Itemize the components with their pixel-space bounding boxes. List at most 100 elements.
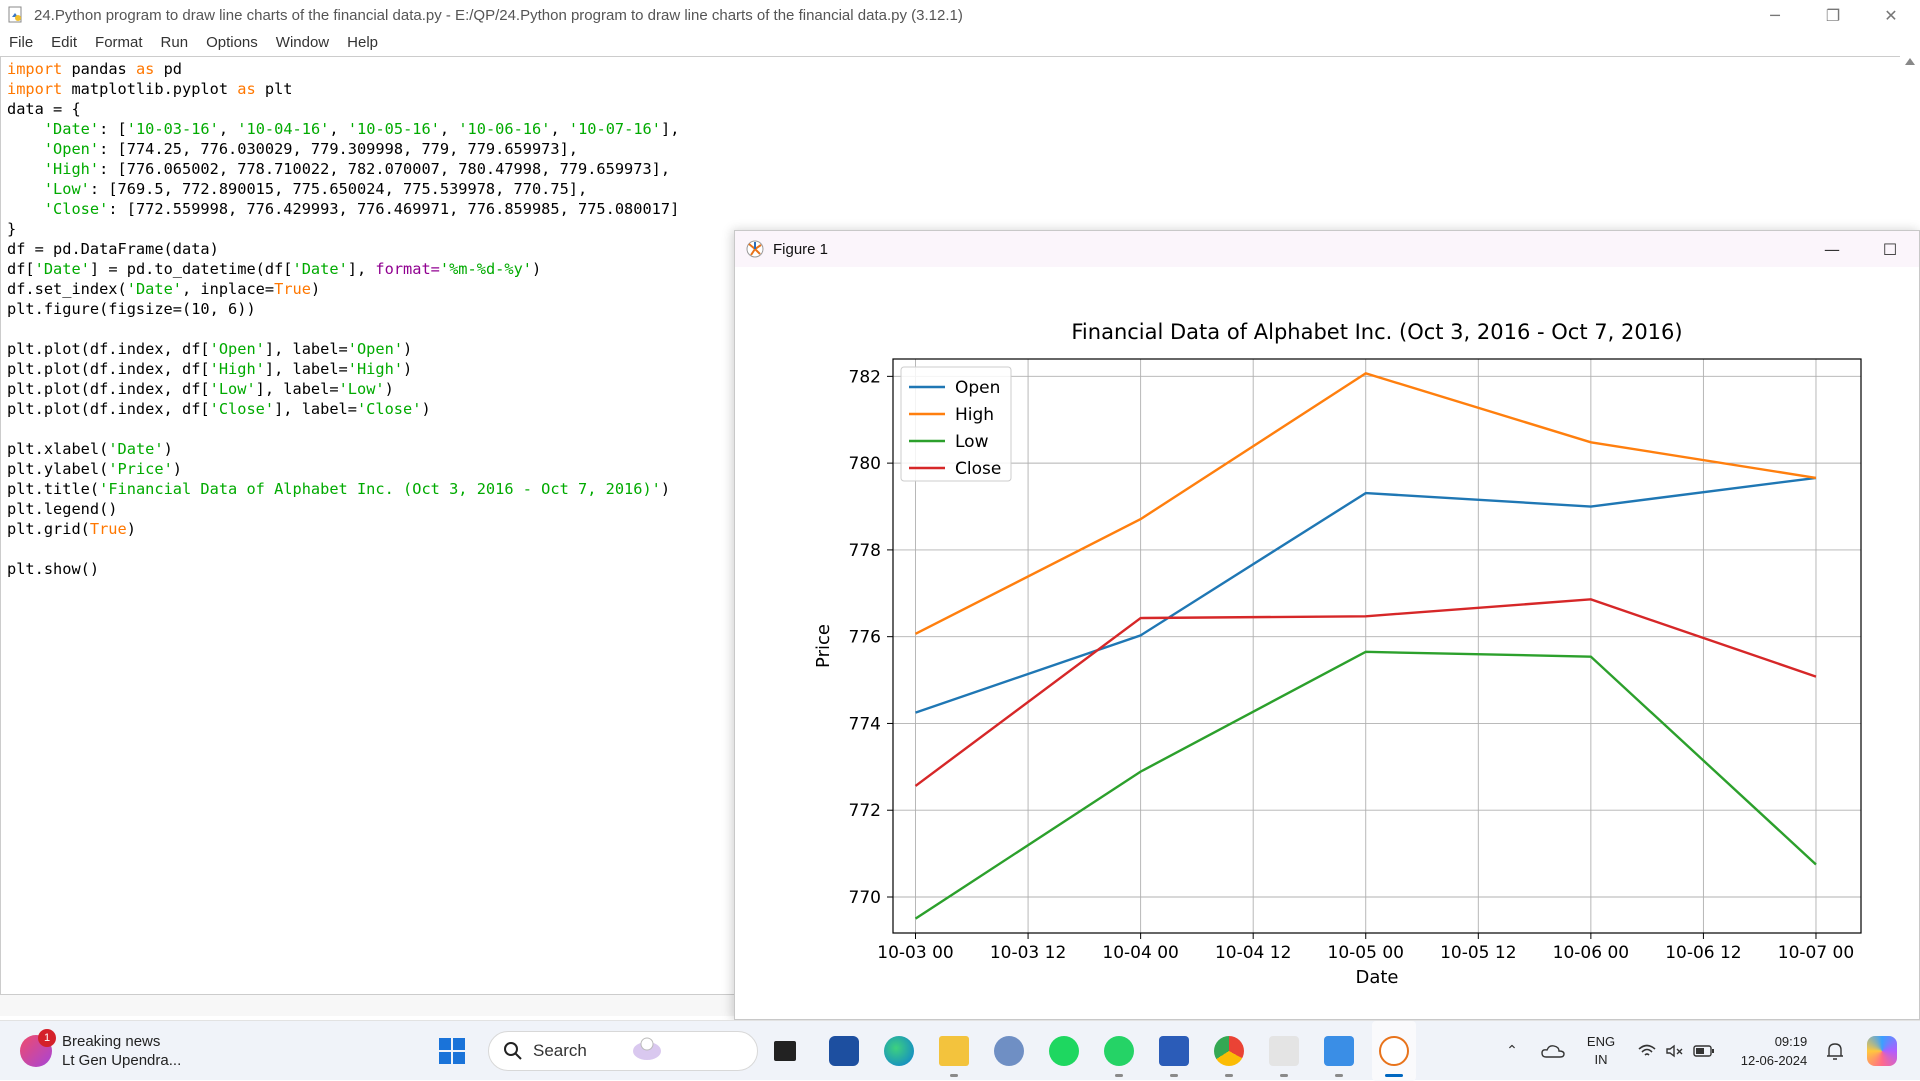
taskbar-file-explorer[interactable] — [937, 1021, 971, 1081]
menu-format[interactable]: Format — [95, 33, 143, 51]
figure-minimize-button[interactable]: — — [1824, 239, 1840, 259]
running-indicator — [1225, 1074, 1233, 1077]
code-text[interactable]: import pandas as pd import matplotlib.pyp… — [7, 59, 679, 579]
code-line — [7, 419, 679, 439]
taskbar-word[interactable] — [1157, 1021, 1191, 1081]
running-indicator — [950, 1074, 958, 1077]
battery-icon — [1693, 1045, 1714, 1057]
chrome-icon — [1214, 1036, 1244, 1066]
menu-edit[interactable]: Edit — [51, 33, 78, 51]
x-axis-label: Date — [1355, 967, 1398, 988]
search-label: Search — [533, 1041, 587, 1060]
code-line: plt.plot(df.index, df['High'], label='Hi… — [7, 359, 679, 379]
code-token — [7, 200, 44, 218]
code-token: 'Financial Data of Alphabet Inc. (Oct 3,… — [99, 480, 661, 498]
x-tick-label: 10-05 00 — [1328, 943, 1404, 963]
news-title: Breaking news — [62, 1033, 161, 1050]
code-token: True — [89, 520, 127, 538]
copilot-button[interactable] — [1862, 1021, 1902, 1081]
code-token: 'Low' — [338, 380, 385, 398]
code-token: plt.legend() — [7, 500, 118, 518]
code-token: ) — [163, 440, 173, 458]
code-line: plt.plot(df.index, df['Low'], label='Low… — [7, 379, 679, 399]
code-token: 'Date' — [34, 260, 90, 278]
code-token: 'Price' — [108, 460, 173, 478]
code-token: import — [7, 60, 63, 78]
store-icon — [829, 1036, 859, 1066]
code-line: 'Open': [774.25, 776.030029, 779.309998,… — [7, 139, 679, 159]
taskbar-notepad[interactable] — [1322, 1021, 1356, 1081]
code-token: ) — [310, 280, 321, 298]
code-token — [7, 180, 44, 198]
bell-icon — [1827, 1043, 1843, 1060]
code-token: ], label= — [264, 360, 348, 378]
close-button[interactable]: ✕ — [1884, 5, 1898, 25]
taskbar-spotify[interactable] — [1047, 1021, 1081, 1081]
code-token: format= — [375, 260, 440, 278]
code-token — [7, 140, 44, 158]
code-token: as — [135, 60, 155, 78]
news-icon: 1 — [20, 1029, 56, 1067]
code-token: 'Close' — [209, 400, 275, 418]
code-token: ] = pd.to_datetime(df[ — [89, 260, 293, 278]
menu-window[interactable]: Window — [275, 33, 330, 51]
clock[interactable]: 09:19 12-06-2024 — [1734, 1021, 1814, 1081]
scroll-up-arrow-icon[interactable] — [1905, 58, 1915, 65]
x-tick-label: 10-04 00 — [1102, 943, 1178, 963]
python-idle-icon — [1269, 1036, 1299, 1066]
legend-label: Close — [955, 459, 1001, 479]
menu-file[interactable]: File — [9, 33, 34, 51]
code-line: plt.plot(df.index, df['Close'], label='C… — [7, 399, 679, 419]
taskbar-chrome[interactable] — [1212, 1021, 1246, 1081]
taskbar-edge[interactable] — [882, 1021, 916, 1081]
taskbar-store[interactable] — [827, 1021, 861, 1081]
taskbar-whatsapp[interactable] — [1102, 1021, 1136, 1081]
calculator-app-icon — [994, 1036, 1024, 1066]
taskbar-matplotlib[interactable] — [1372, 1021, 1416, 1081]
code-token: ) — [126, 520, 136, 538]
series-line-close — [914, 598, 1817, 787]
whatsapp-icon — [1104, 1036, 1134, 1066]
idle-file-icon — [8, 6, 22, 23]
code-line: df = pd.DataFrame(data) — [7, 239, 679, 259]
news-widget[interactable]: 1 Breaking news Lt Gen Upendra... — [20, 1021, 220, 1081]
running-indicator — [1115, 1074, 1123, 1077]
running-indicator — [1335, 1074, 1343, 1077]
figure-maximize-button[interactable]: ☐ — [1882, 239, 1898, 259]
code-token: ], — [660, 120, 680, 138]
figure-window[interactable]: Figure 1 — ☐ Financial Data of Alphabet … — [734, 230, 1920, 1020]
taskbar-app[interactable] — [992, 1021, 1026, 1081]
menu-options[interactable]: Options — [206, 33, 258, 51]
search-icon — [504, 1042, 522, 1060]
code-line: plt.plot(df.index, df['Open'], label='Op… — [7, 339, 679, 359]
menu-help[interactable]: Help — [347, 33, 378, 51]
menu-run[interactable]: Run — [160, 33, 189, 51]
code-token — [7, 160, 44, 178]
folder-icon — [939, 1036, 969, 1066]
x-tick-label: 10-06 00 — [1553, 943, 1629, 963]
show-hidden-icons[interactable]: ⌃ — [1500, 1021, 1524, 1081]
system-tray[interactable] — [1636, 1021, 1716, 1081]
start-button[interactable] — [434, 1021, 470, 1081]
task-view-button[interactable] — [770, 1021, 800, 1081]
taskbar-idle[interactable] — [1267, 1021, 1301, 1081]
chart-title: Financial Data of Alphabet Inc. (Oct 3, … — [1071, 320, 1682, 344]
code-line: df['Date'] = pd.to_datetime(df['Date'], … — [7, 259, 679, 279]
taskbar-search[interactable]: Search — [488, 1031, 758, 1071]
legend-label: Low — [955, 432, 989, 452]
language-indicator[interactable]: ENG IN — [1580, 1021, 1622, 1081]
restore-button[interactable]: ❐ — [1825, 5, 1841, 25]
minimize-button[interactable]: ─ — [1770, 5, 1780, 25]
code-line — [7, 539, 679, 559]
code-token: plt.figure(figsize=(10, 6)) — [7, 300, 256, 318]
notifications-button[interactable] — [1822, 1021, 1848, 1081]
code-line: data = { — [7, 99, 679, 119]
matplotlib-icon — [746, 240, 764, 258]
code-token: 'High' — [347, 360, 404, 378]
code-token: '10-05-16' — [347, 120, 440, 138]
onedrive-button[interactable] — [1538, 1021, 1568, 1081]
code-line: } — [7, 219, 679, 239]
code-token: '10-04-16' — [237, 120, 330, 138]
code-token: 'Date' — [43, 120, 100, 138]
y-tick-label: 776 — [849, 628, 881, 648]
